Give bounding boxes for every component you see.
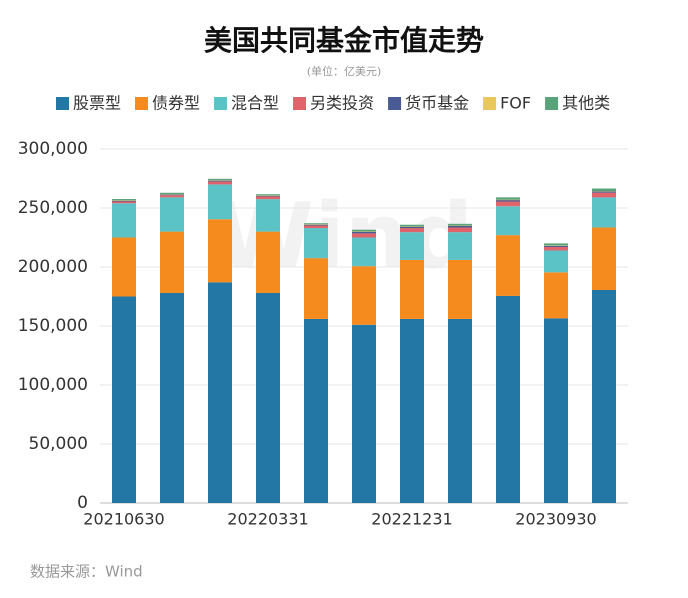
legend-swatch <box>135 97 149 110</box>
bar-segment <box>112 201 136 204</box>
x-tick-label: 20221231 <box>371 510 452 529</box>
bar-segment <box>112 237 136 297</box>
bar-segment <box>304 223 328 225</box>
bar-segment <box>256 231 280 293</box>
bar-segment <box>400 228 424 233</box>
bar-segment <box>544 272 568 319</box>
bar-segment <box>544 243 568 246</box>
watermark: Wind <box>215 184 474 289</box>
legend-label: 另类投资 <box>310 94 374 113</box>
bar-segment <box>400 226 424 229</box>
legend-swatch <box>545 97 559 110</box>
bar-segment <box>496 295 520 503</box>
y-tick-label: 200,000 <box>18 257 88 277</box>
y-tick-label: 50,000 <box>29 434 88 454</box>
y-tick-label: 100,000 <box>18 375 88 395</box>
x-tick-label: 20220331 <box>227 510 308 529</box>
bar-segment <box>256 195 280 197</box>
x-tick-label: 20210630 <box>83 510 164 529</box>
legend-label: 货币基金 <box>405 94 469 113</box>
bar-segment <box>400 224 424 227</box>
y-tick-label: 0 <box>77 493 88 513</box>
bar-segment <box>400 318 424 503</box>
source-note: 数据来源：Wind <box>30 563 143 581</box>
x-tick-label: 20230930 <box>515 510 596 529</box>
bar-segment <box>112 200 136 202</box>
legend-swatch <box>293 97 307 110</box>
bar-segment <box>112 296 136 503</box>
bar-segment <box>544 250 568 273</box>
bar-segment <box>448 225 472 228</box>
bar-segment <box>352 231 376 234</box>
bar-segment <box>448 232 472 260</box>
chart-subtitle: (单位：亿美元) <box>307 64 382 78</box>
bar-segment <box>400 259 424 319</box>
legend-swatch <box>56 97 69 110</box>
legend-label: 债券型 <box>152 94 200 113</box>
bar-segment <box>304 228 328 259</box>
bar-segment <box>496 201 520 207</box>
bar-segment <box>256 194 280 196</box>
bar-segment <box>592 191 616 193</box>
bar-segment <box>544 318 568 503</box>
bar-segment <box>592 188 616 192</box>
bar-segment <box>160 192 184 195</box>
bar-segment <box>304 224 328 226</box>
bar-segment <box>112 203 136 238</box>
legend-label: 股票型 <box>73 94 121 113</box>
bar-segment <box>160 194 184 196</box>
legend-label: 其他类 <box>562 94 610 113</box>
bar-segment <box>304 318 328 503</box>
y-tick-label: 150,000 <box>18 316 88 336</box>
bar-segment <box>208 219 232 283</box>
bar-segment <box>544 246 568 251</box>
bar-segment <box>160 292 184 503</box>
bar-segment <box>352 229 376 232</box>
bar-segment <box>208 282 232 503</box>
y-tick-label: 300,000 <box>18 139 88 159</box>
bar-segment <box>208 181 232 185</box>
bar-segment <box>160 195 184 198</box>
bar-segment <box>352 266 376 325</box>
bar-segment <box>448 259 472 319</box>
legend-swatch <box>388 97 402 110</box>
y-tick-label: 250,000 <box>18 198 88 218</box>
bar-segment <box>448 227 472 233</box>
bar-segment <box>496 197 520 200</box>
bar-segment <box>160 231 184 293</box>
bar-segment <box>208 180 232 182</box>
chart-title: 美国共同基金市值走势 <box>204 24 484 57</box>
bar-segment <box>352 237 376 267</box>
bar-segment <box>256 292 280 503</box>
bar-segment <box>448 318 472 503</box>
bar-segment <box>352 233 376 238</box>
bar-segment <box>208 184 232 220</box>
legend-label: FOF <box>500 94 531 113</box>
bar-segment <box>400 232 424 260</box>
bar-segment <box>208 178 232 181</box>
bar-segment <box>448 223 472 226</box>
bar-segment <box>592 192 616 198</box>
bar-segment <box>496 235 520 296</box>
bar-segment <box>544 245 568 247</box>
bar-segment <box>352 324 376 503</box>
bar-segment <box>304 258 328 319</box>
bar-segment <box>304 225 328 229</box>
bar-segment <box>592 227 616 291</box>
bar-segment <box>496 206 520 236</box>
bar-segment <box>160 197 184 232</box>
bar-segment <box>256 196 280 200</box>
legend-swatch <box>214 97 228 110</box>
bar-segment <box>592 197 616 228</box>
bar-segment <box>256 199 280 232</box>
bar-segment <box>592 290 616 503</box>
bar-segment <box>496 200 520 202</box>
bar-segment <box>112 199 136 201</box>
legend-swatch <box>483 97 497 110</box>
legend-label: 混合型 <box>231 94 279 113</box>
